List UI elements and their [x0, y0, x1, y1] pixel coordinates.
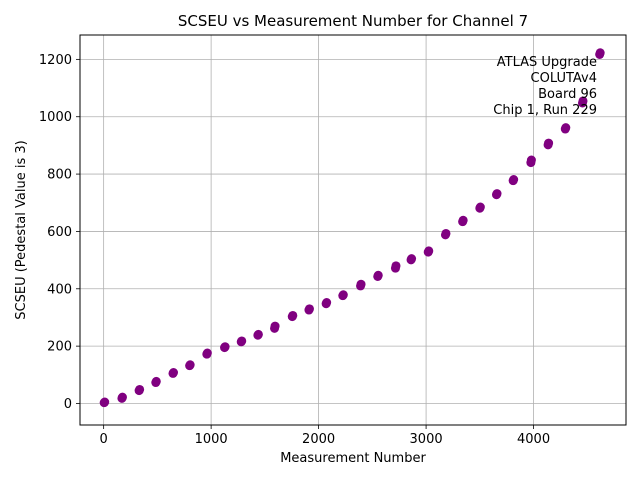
- annotation-line-2: COLUTAv4: [531, 71, 597, 86]
- y-tick-label: 1200: [39, 53, 72, 68]
- annotation-line-1: ATLAS Upgrade: [497, 55, 597, 70]
- annotation-line-4: Chip 1, Run 229: [493, 103, 597, 118]
- data-point: [322, 298, 332, 308]
- x-tick-label: 4000: [517, 432, 550, 447]
- data-point: [117, 392, 127, 402]
- data-point: [169, 368, 179, 378]
- data-point: [288, 310, 298, 320]
- data-point: [270, 321, 280, 331]
- data-point: [338, 290, 348, 300]
- grid-lines: [80, 35, 626, 425]
- data-point: [407, 254, 417, 264]
- data-point: [151, 376, 161, 386]
- y-tick-label: 400: [47, 282, 72, 297]
- data-point: [135, 384, 145, 394]
- x-tick-label: 0: [100, 432, 108, 447]
- data-point: [475, 202, 485, 212]
- data-point: [253, 329, 263, 339]
- data-point: [526, 155, 536, 165]
- data-point: [492, 189, 502, 199]
- data-point: [185, 360, 195, 370]
- x-axis-ticks: 0 1000 2000 3000 4000: [100, 425, 550, 447]
- data-point: [578, 96, 588, 106]
- x-tick-label: 2000: [302, 432, 335, 447]
- data-point: [441, 228, 451, 238]
- x-axis-label: Measurement Number: [280, 451, 426, 466]
- data-point: [561, 123, 571, 133]
- x-tick-label: 1000: [195, 432, 228, 447]
- x-tick-label: 3000: [410, 432, 443, 447]
- y-tick-label: 1000: [39, 110, 72, 125]
- y-tick-label: 600: [47, 225, 72, 240]
- annotation-block: ATLAS Upgrade COLUTAv4 Board 96 Chip 1, …: [493, 55, 597, 118]
- data-point: [202, 348, 212, 358]
- data-point: [100, 397, 110, 407]
- data-point: [544, 138, 554, 148]
- data-point: [424, 246, 434, 256]
- annotation-line-3: Board 96: [538, 87, 597, 102]
- y-tick-label: 200: [47, 340, 72, 355]
- data-point: [595, 48, 605, 58]
- y-axis-ticks: 0 200 400 600 800 1000 1200: [39, 53, 80, 412]
- y-tick-label: 0: [64, 397, 72, 412]
- data-point: [356, 279, 366, 289]
- y-tick-label: 800: [47, 168, 72, 183]
- data-points: [99, 48, 605, 408]
- data-point: [237, 336, 247, 346]
- data-point: [509, 175, 519, 185]
- data-point: [304, 304, 314, 314]
- data-point: [373, 270, 383, 280]
- data-point: [458, 215, 468, 225]
- chart-title: SCSEU vs Measurement Number for Channel …: [178, 12, 528, 30]
- y-axis-label: SCSEU (Pedestal Value is 3): [14, 140, 29, 319]
- data-point: [220, 342, 230, 352]
- plot-frame: [79, 34, 627, 426]
- data-point: [391, 261, 401, 271]
